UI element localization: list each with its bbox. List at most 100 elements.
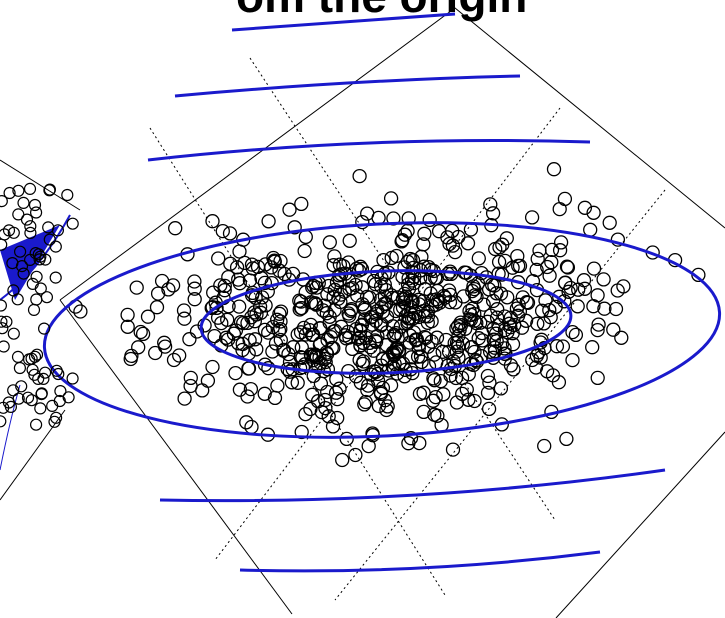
point xyxy=(512,304,528,319)
point xyxy=(207,328,222,344)
point xyxy=(481,401,497,417)
point xyxy=(245,261,260,276)
point xyxy=(6,257,19,270)
point xyxy=(4,400,17,413)
point xyxy=(133,324,148,340)
point xyxy=(53,394,66,408)
side-frame xyxy=(0,159,81,211)
frame-bottom-left-edge xyxy=(59,299,293,615)
point xyxy=(519,295,534,310)
point xyxy=(48,415,61,428)
point xyxy=(447,244,463,260)
point xyxy=(276,343,291,358)
point xyxy=(320,287,335,302)
point xyxy=(341,363,356,379)
point xyxy=(20,213,34,226)
point xyxy=(298,406,313,422)
point xyxy=(353,375,368,390)
point xyxy=(34,282,47,295)
contour-ellipse xyxy=(199,269,573,375)
point xyxy=(23,182,37,195)
point xyxy=(348,447,363,463)
point xyxy=(25,394,38,407)
point xyxy=(273,304,289,319)
point xyxy=(182,332,197,347)
point xyxy=(393,319,408,334)
point xyxy=(332,381,347,396)
point xyxy=(0,340,10,353)
point xyxy=(515,290,530,305)
point xyxy=(150,286,166,301)
point xyxy=(467,281,482,297)
point xyxy=(303,317,318,333)
point xyxy=(387,345,403,360)
point xyxy=(352,352,367,368)
point xyxy=(40,291,54,304)
point xyxy=(258,257,273,272)
point xyxy=(454,370,470,386)
point xyxy=(487,344,503,359)
point xyxy=(358,394,373,410)
point xyxy=(441,283,457,298)
point xyxy=(416,404,431,420)
point xyxy=(497,253,513,269)
point xyxy=(7,384,20,397)
point xyxy=(577,281,593,296)
point xyxy=(30,270,43,283)
point xyxy=(200,373,216,388)
point xyxy=(187,292,202,307)
point xyxy=(404,273,420,288)
point xyxy=(585,340,600,355)
point xyxy=(0,415,7,428)
point xyxy=(553,235,569,250)
point xyxy=(549,339,565,354)
point xyxy=(220,332,236,347)
point xyxy=(565,324,580,340)
point xyxy=(215,223,230,239)
point xyxy=(492,240,507,255)
point xyxy=(0,299,7,312)
point xyxy=(247,332,263,347)
point xyxy=(366,273,382,289)
point xyxy=(491,317,506,333)
point xyxy=(354,318,369,333)
point xyxy=(26,363,39,376)
point xyxy=(552,243,568,258)
point xyxy=(73,304,88,319)
point xyxy=(557,294,572,309)
point xyxy=(308,296,323,311)
point xyxy=(120,319,135,334)
point xyxy=(270,312,285,327)
point xyxy=(367,364,382,379)
point xyxy=(506,362,521,377)
point xyxy=(428,297,444,312)
point xyxy=(239,415,254,430)
rotated-frame xyxy=(59,7,725,618)
point xyxy=(148,345,163,361)
point xyxy=(240,389,255,404)
point xyxy=(467,393,482,409)
point xyxy=(586,261,602,276)
point xyxy=(591,317,606,332)
point xyxy=(232,276,247,291)
point xyxy=(0,238,8,251)
point xyxy=(475,333,490,348)
point xyxy=(461,367,476,382)
point xyxy=(377,266,392,282)
point xyxy=(374,300,389,315)
point xyxy=(49,271,62,284)
point xyxy=(282,202,297,217)
point xyxy=(237,255,252,271)
point xyxy=(511,258,526,274)
point xyxy=(483,197,498,212)
point xyxy=(355,214,370,230)
point xyxy=(586,205,601,220)
point xyxy=(559,259,575,274)
point xyxy=(455,386,470,402)
point xyxy=(408,306,423,321)
point xyxy=(49,240,62,253)
point xyxy=(375,380,391,396)
point xyxy=(614,330,629,345)
point xyxy=(261,214,276,229)
contour xyxy=(147,138,591,162)
